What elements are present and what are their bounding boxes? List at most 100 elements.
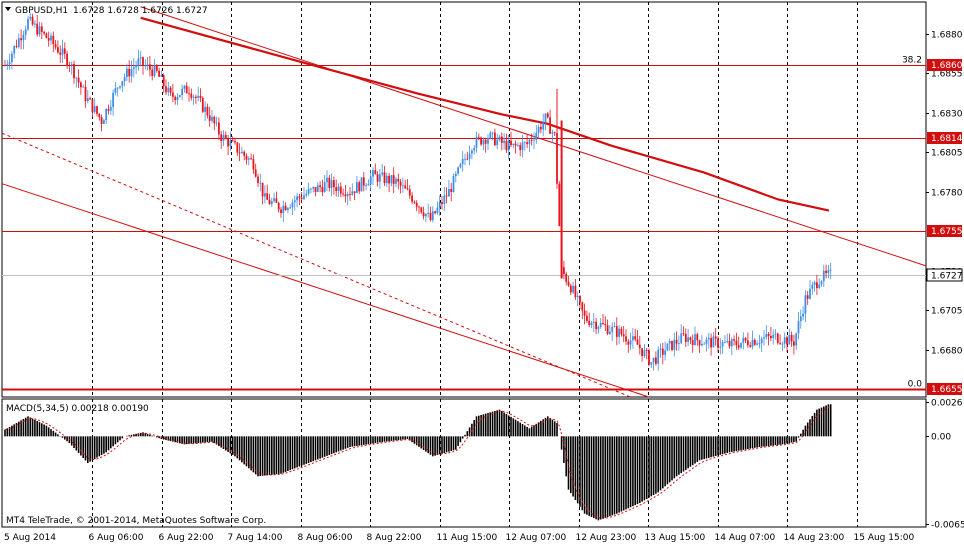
candle-body [188,93,190,95]
candle-body [622,334,625,337]
candle-body [144,65,147,67]
candle-body [335,187,338,192]
candle-body [369,176,372,185]
candle-body [799,316,802,322]
candle-body [687,337,689,342]
candle-body [323,182,326,193]
candle-body [434,211,436,214]
candle-body [797,321,800,334]
candle-body [176,96,179,101]
price-level-tag: 1.6755 [927,225,963,237]
time-tick-label: 12 Aug 23:00 [576,533,637,543]
candle-body [34,23,36,25]
candle-body [655,357,657,364]
candle-body [4,65,6,66]
candle-body [572,285,574,293]
candle-body [107,109,110,111]
candle-body [650,362,653,365]
candle-body [358,182,361,192]
candle-body [339,186,342,194]
candle-body [374,170,377,175]
candle-body [73,64,75,79]
candle-body [316,185,319,192]
price-tick-label: 1.6830 [931,110,963,120]
candle-body [611,326,614,332]
candle-body [466,158,469,160]
candle-body [521,142,524,151]
candle-body [264,193,266,197]
time-tick-label: 15 Aug 15:00 [854,533,915,543]
candle-body [533,139,535,141]
candle-body [770,336,772,338]
candle-body [119,86,121,88]
time-tick-label: 5 Aug 2014 [4,533,56,543]
candle-body [691,340,694,346]
price-tag-bg [927,132,962,144]
candle-body [510,140,512,146]
candle-body [50,35,52,41]
candle-body [705,339,708,344]
candle-body [724,342,726,343]
candle-body [52,35,55,45]
candle-body [721,342,724,347]
candle-body [222,135,225,142]
candle-body [185,85,188,94]
chart-menu-triangle-icon[interactable] [5,7,11,11]
candle-body [438,202,441,208]
candle-body [535,132,538,140]
candle-body [75,77,78,79]
candle-body [112,92,114,107]
candle-body [204,106,206,112]
candle-body [563,267,565,274]
current-price-label: 1.6727 [931,272,963,282]
candle-body [567,281,570,286]
candle-body [190,93,193,98]
candle-body [652,357,655,363]
candle-body [66,53,68,66]
candle-body [760,338,763,344]
candle-body [38,26,41,35]
candle-body [372,170,374,177]
candle-body [615,326,618,337]
candle-body [558,183,561,226]
candle-body [696,334,699,341]
candle-body [45,33,48,39]
candle-body [390,175,393,184]
candle-body [786,337,788,345]
candle-body [427,212,430,215]
candle-body [126,68,128,78]
candle-body [714,336,717,339]
candle-body [167,87,170,93]
price-tick-label: 1.6680 [931,347,963,357]
candle-body [238,152,241,154]
candle-body [8,62,11,65]
candle-body [464,158,466,160]
candle-body [392,175,395,184]
candle-body [197,95,200,98]
candle-body [701,343,703,346]
candle-body [402,185,404,187]
price-levels: 38.2 0.0 [2,56,926,391]
chart-ohlc: 1.6728 1.6728 1.6726 1.6727 [73,6,208,16]
candle-body [399,181,402,186]
chart-symbol-title: GBPUSD,H1 [15,6,68,16]
candle-body [788,335,791,345]
candle-body [385,175,388,184]
candle-body [206,106,209,116]
candle-body [312,187,315,189]
time-tick-label: 11 Aug 15:00 [437,533,498,543]
price-tag-label: 1.6755 [931,227,963,237]
candle-body [590,322,593,326]
candle-body [422,212,425,217]
candle-body [579,296,581,303]
candle-body [36,23,39,35]
time-tick-label: 7 Aug 14:00 [228,533,283,543]
candle-body [162,75,165,87]
candle-body [425,214,427,217]
candle-body [284,205,287,211]
candle-body [648,350,650,365]
candle-body [314,187,317,192]
candle-body [710,338,712,348]
candle-body [503,140,505,143]
